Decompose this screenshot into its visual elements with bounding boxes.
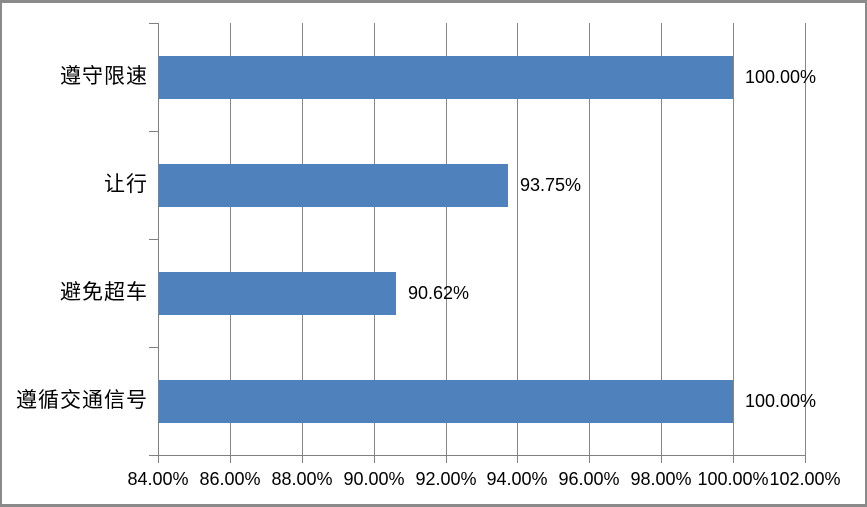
bar-data-label: 100.00%: [745, 390, 817, 411]
x-axis-tick: [446, 455, 447, 463]
x-tick-label: 98.00%: [630, 469, 692, 489]
x-axis-tick: [661, 455, 662, 463]
x-axis-tick: [158, 455, 159, 463]
bar-4: [158, 379, 733, 423]
x-tick-label: 102.00%: [769, 469, 841, 489]
y-axis-tick: [149, 131, 159, 132]
category-label: 让行: [104, 173, 148, 196]
bar-data-label: 93.75%: [520, 174, 582, 195]
x-tick-label: 88.00%: [271, 469, 333, 489]
x-axis-tick: [374, 455, 375, 463]
y-axis-line: [158, 23, 159, 462]
x-axis-line: [158, 455, 806, 456]
gridline: [661, 23, 662, 455]
x-axis-tick: [302, 455, 303, 463]
bar-data-label: 100.00%: [745, 66, 817, 87]
gridline: [805, 23, 806, 455]
y-axis-tick: [149, 239, 159, 240]
x-axis-tick: [230, 455, 231, 463]
bar-data-label: 90.62%: [408, 282, 470, 303]
gridline: [733, 23, 734, 455]
y-axis-tick: [149, 455, 159, 456]
x-axis-tick: [805, 455, 806, 463]
y-axis-tick: [149, 23, 159, 24]
x-tick-label: 100.00%: [697, 469, 769, 489]
x-tick-label: 86.00%: [199, 469, 261, 489]
gridline: [230, 23, 231, 455]
category-label: 遵守限速: [60, 65, 148, 88]
x-axis-tick: [517, 455, 518, 463]
gridline: [446, 23, 447, 455]
x-axis-tick: [589, 455, 590, 463]
gridline: [302, 23, 303, 455]
gridline: [374, 23, 375, 455]
gridline: [517, 23, 518, 455]
y-axis-tick: [149, 347, 159, 348]
x-tick-label: 84.00%: [127, 469, 189, 489]
x-tick-label: 92.00%: [415, 469, 477, 489]
x-tick-label: 90.00%: [343, 469, 405, 489]
category-label: 遵循交通信号: [16, 389, 148, 412]
bar-1: [158, 55, 733, 99]
x-tick-label: 94.00%: [486, 469, 548, 489]
x-tick-label: 96.00%: [558, 469, 620, 489]
bar-2: [158, 163, 508, 207]
plot-area: [158, 23, 806, 455]
gridline: [589, 23, 590, 455]
x-axis-tick: [733, 455, 734, 463]
bar-3: [158, 271, 396, 315]
category-label: 避免超车: [60, 281, 148, 304]
